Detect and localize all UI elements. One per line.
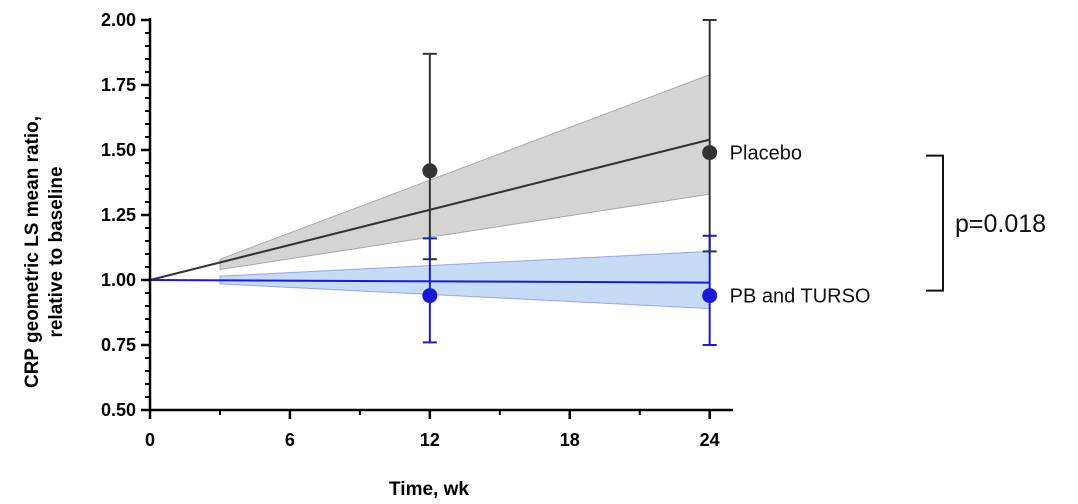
significance-bracket xyxy=(926,154,944,292)
data-points xyxy=(422,145,718,304)
x-tick-label: 12 xyxy=(420,430,440,450)
y-axis-title-line1: CRP geometric LS mean ratio, xyxy=(22,116,43,388)
y-tick-label: 1.00 xyxy=(101,270,136,290)
y-tick-label: 0.75 xyxy=(101,335,136,355)
y-tick-label: 1.75 xyxy=(101,75,136,95)
y-ticks: 0.50 0.75 1.00 1.25 1.50 1.75 2.00 xyxy=(101,10,150,420)
y-tick-label: 1.25 xyxy=(101,205,136,225)
series-labels: Placebo PB and TURSO xyxy=(730,143,871,308)
x-tick-label: 0 xyxy=(145,430,155,450)
x-tick-label: 6 xyxy=(285,430,295,450)
placebo-point xyxy=(422,163,438,179)
p-value-annotation: p=0.018 xyxy=(955,210,1046,238)
y-axis-title-line2: relative to baseline xyxy=(46,166,67,337)
x-ticks: 0 6 12 18 24 xyxy=(145,410,720,450)
placebo-point xyxy=(702,145,718,161)
pb-turso-label: PB and TURSO xyxy=(730,286,871,308)
placebo-label: Placebo xyxy=(730,143,802,165)
confidence-bands xyxy=(219,73,711,310)
placebo-ci-band xyxy=(219,73,711,271)
x-tick-label: 24 xyxy=(700,430,720,450)
y-tick-label: 1.50 xyxy=(101,140,136,160)
y-tick-label: 0.50 xyxy=(101,400,136,420)
y-tick-label: 2.00 xyxy=(101,10,136,30)
pb-turso-point xyxy=(702,288,718,304)
pb-turso-point xyxy=(422,288,438,304)
x-axis-title: Time, wk xyxy=(389,479,469,500)
x-tick-label: 18 xyxy=(560,430,580,450)
